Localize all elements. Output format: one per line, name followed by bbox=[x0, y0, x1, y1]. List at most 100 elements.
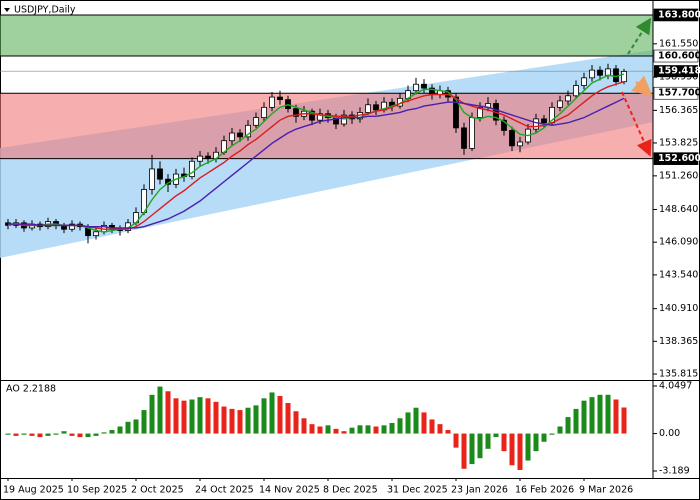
candle-body bbox=[413, 83, 419, 92]
ao-bar bbox=[173, 398, 179, 434]
ao-bar bbox=[525, 433, 531, 461]
symbol-menu-icon[interactable] bbox=[4, 8, 10, 12]
ao-bar bbox=[29, 433, 35, 436]
ao-bar bbox=[557, 426, 563, 434]
ao-bar bbox=[21, 433, 27, 435]
label-layer: 135.815 138.365 140.910 143.540 146.090 148.6… bbox=[3, 8, 700, 496]
ao-bar bbox=[13, 433, 19, 436]
x-tick-label: 2 Oct 2025 bbox=[131, 485, 184, 496]
candle-body bbox=[317, 113, 323, 121]
ao-bar bbox=[277, 395, 283, 434]
ma-line bbox=[8, 97, 625, 229]
y-tick-label: 153.825 bbox=[659, 137, 698, 148]
ao-bar bbox=[93, 433, 99, 436]
candle-body bbox=[453, 96, 459, 129]
x-tick-label: 19 Aug 2025 bbox=[3, 485, 64, 496]
price-zone bbox=[0, 14, 653, 57]
ao-bar bbox=[501, 433, 507, 452]
y-tick-label: 146.090 bbox=[659, 237, 698, 248]
ao-bar bbox=[205, 398, 211, 434]
candle-body bbox=[189, 160, 195, 178]
ao-bar bbox=[165, 391, 171, 434]
forecast-arrows bbox=[621, 17, 653, 157]
x-tick-label: 24 Oct 2025 bbox=[195, 485, 254, 496]
ao-bar bbox=[125, 421, 131, 434]
ao-bar bbox=[469, 433, 475, 465]
ao-bar bbox=[613, 399, 619, 434]
candle-body bbox=[573, 85, 579, 97]
candle-body bbox=[197, 155, 203, 162]
ao-tick-label: 0.00 bbox=[659, 428, 680, 439]
y-tick-label: 151.260 bbox=[659, 170, 698, 181]
ao-bar bbox=[53, 433, 59, 435]
y-tick-label: 140.910 bbox=[659, 303, 698, 314]
candle-body bbox=[229, 132, 235, 142]
ao-bar bbox=[61, 431, 67, 434]
ao-bar bbox=[229, 408, 235, 434]
level-label-box bbox=[653, 86, 699, 100]
ao-bar bbox=[517, 433, 523, 470]
ao-bar bbox=[533, 433, 539, 452]
ao-bar bbox=[141, 410, 147, 434]
level-label: 160.600 bbox=[658, 51, 700, 62]
y-tick-label: 158.950 bbox=[659, 72, 698, 83]
candle-body bbox=[621, 71, 627, 83]
ao-bar bbox=[357, 425, 363, 434]
ao-bar bbox=[429, 419, 435, 434]
ao-bar bbox=[509, 433, 515, 466]
ao-bar bbox=[573, 408, 579, 434]
indicator-title: AO 2.2188 bbox=[6, 384, 56, 395]
ao-bar bbox=[245, 407, 251, 434]
ao-bar bbox=[101, 432, 107, 434]
ao-bar bbox=[253, 405, 259, 434]
level-label: 157.700 bbox=[658, 88, 700, 99]
candle-body bbox=[565, 95, 571, 102]
arrow-flat bbox=[631, 75, 653, 97]
candle-body bbox=[461, 127, 467, 149]
candle-body bbox=[557, 100, 563, 108]
ao-bar bbox=[421, 412, 427, 434]
ao-bar bbox=[413, 407, 419, 434]
candle-body bbox=[541, 118, 547, 124]
level-label-box bbox=[653, 8, 699, 22]
candle-body bbox=[309, 110, 315, 121]
x-tick-label: 14 Nov 2025 bbox=[259, 485, 320, 496]
ao-bar bbox=[157, 386, 163, 434]
candle-body bbox=[581, 77, 587, 86]
ao-bar bbox=[373, 426, 379, 434]
ao-bar bbox=[405, 412, 411, 434]
ao-bar bbox=[365, 425, 371, 434]
price-zone bbox=[0, 93, 653, 159]
ao-bar bbox=[85, 433, 91, 438]
candle-body bbox=[205, 155, 211, 160]
ao-bar bbox=[197, 397, 203, 434]
ao-bar bbox=[541, 433, 547, 442]
ao-bar bbox=[189, 399, 195, 434]
ao-bar bbox=[5, 433, 11, 435]
ao-bar bbox=[213, 401, 219, 434]
candle-body bbox=[597, 69, 603, 76]
ao-tick-label: -3.189 bbox=[659, 466, 690, 477]
ao-bar bbox=[301, 418, 307, 434]
candle-body bbox=[373, 104, 379, 111]
candle-body bbox=[589, 69, 595, 79]
ao-bar bbox=[549, 433, 555, 435]
ao-bar bbox=[117, 426, 123, 434]
candle-body bbox=[533, 118, 539, 130]
ao-bar bbox=[485, 433, 491, 449]
candle-body bbox=[245, 124, 251, 138]
plot-layer bbox=[0, 14, 653, 470]
candle-body bbox=[93, 231, 99, 237]
candle-body bbox=[421, 83, 427, 89]
x-tick-label: 16 Feb 2026 bbox=[515, 485, 574, 496]
y-tick-label: 156.365 bbox=[659, 105, 698, 116]
y-tick-label: 143.540 bbox=[659, 269, 698, 280]
ao-bar bbox=[381, 425, 387, 434]
candle-body bbox=[509, 130, 515, 147]
x-tick-label: 8 Dec 2025 bbox=[323, 485, 378, 496]
current-price-label: 159.418 bbox=[658, 66, 700, 77]
ao-bar bbox=[493, 433, 499, 438]
ao-bar bbox=[261, 398, 267, 434]
